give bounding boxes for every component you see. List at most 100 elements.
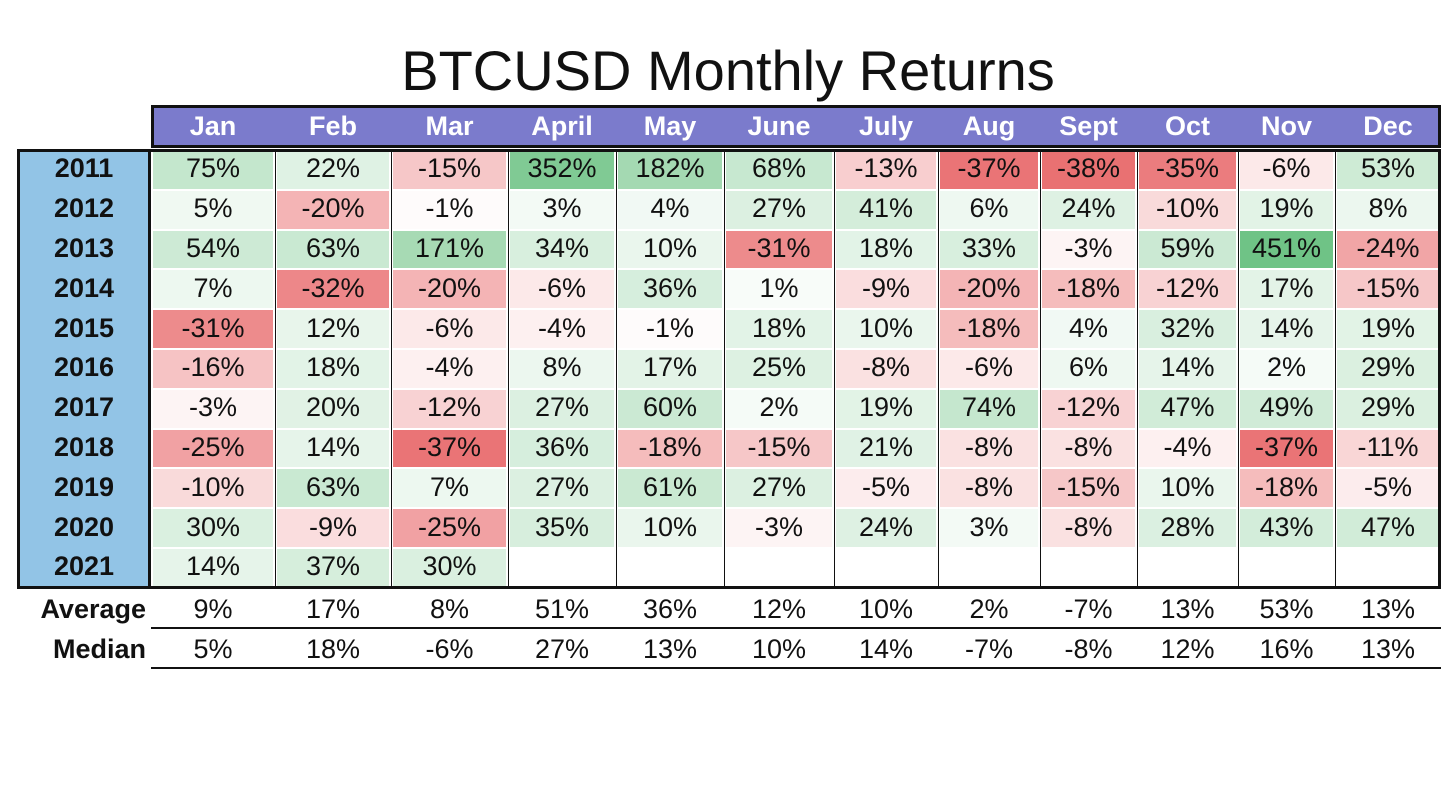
heatmap-cell <box>836 151 936 189</box>
cell-value: -37% <box>417 431 482 462</box>
cell-value: -31% <box>747 232 811 263</box>
cell-value: 30% <box>185 511 241 542</box>
heatmap-cell <box>1337 270 1439 309</box>
cell-value: 63% <box>305 471 361 502</box>
heatmap-cell <box>153 549 273 587</box>
cell-value: 25% <box>751 352 807 383</box>
cell-value: 5% <box>193 193 233 224</box>
summary-value: 13% <box>1360 593 1416 624</box>
heatmap-cell <box>1042 270 1135 309</box>
cell-value: -8% <box>1064 511 1113 542</box>
cell-value: 43% <box>1259 511 1314 542</box>
summary-value: 13% <box>1360 633 1416 664</box>
heatmap-cell <box>393 429 506 468</box>
heatmap-cell <box>393 230 506 269</box>
heatmap-cell <box>1240 469 1333 508</box>
heatmap-cell <box>1042 151 1135 189</box>
heatmap-cell <box>618 350 722 388</box>
heatmap-cell <box>393 549 506 587</box>
heatmap-cell <box>153 469 273 508</box>
heatmap-cell <box>1042 350 1135 388</box>
summary-value: 53% <box>1259 593 1314 624</box>
heatmap-cell <box>618 509 722 547</box>
cell-value: 27% <box>534 392 590 423</box>
heatmap-cell <box>1337 151 1439 189</box>
heatmap-cell <box>940 389 1038 428</box>
heatmap-cell <box>1240 389 1333 428</box>
cell-value: -15% <box>1356 272 1420 303</box>
cell-value: 10% <box>858 312 914 343</box>
heatmap-cell <box>277 549 389 587</box>
summary-value: 18% <box>305 633 361 664</box>
heatmap-cell <box>726 190 832 229</box>
heatmap-cell <box>153 389 273 428</box>
cell-value: -35% <box>1155 153 1220 184</box>
heatmap-cell <box>726 389 832 428</box>
heatmap-cell <box>618 270 722 309</box>
month-header-aug: Aug <box>962 111 1016 141</box>
month-header-nov: Nov <box>1260 111 1312 141</box>
cell-value: -4% <box>425 352 474 383</box>
column-divider <box>275 149 276 589</box>
heatmap-cell <box>1337 230 1439 269</box>
heatmap-cell <box>277 230 389 269</box>
heatmap-cell <box>1337 509 1439 547</box>
heatmap-cell <box>618 230 722 269</box>
heatmap-cell <box>277 350 389 388</box>
cell-value: 24% <box>858 511 914 542</box>
cell-value: -10% <box>1155 193 1220 224</box>
cell-value: 29% <box>1360 352 1416 383</box>
heatmap-cell <box>277 509 389 547</box>
cell-value: 30% <box>422 551 477 582</box>
cell-value: -3% <box>754 511 803 542</box>
heatmap-cell <box>277 190 389 229</box>
column-divider <box>938 149 939 589</box>
month-header-june: June <box>747 111 811 141</box>
summary-value: 17% <box>305 593 361 624</box>
heatmap-cell <box>153 190 273 229</box>
cell-value: 6% <box>1068 352 1109 383</box>
summary-value: -6% <box>425 633 474 664</box>
cell-value: -12% <box>417 392 482 423</box>
heatmap-cell <box>1337 429 1439 468</box>
heatmap-cell <box>618 190 722 229</box>
heatmap-cell <box>726 509 832 547</box>
heatmap-cell <box>1042 310 1135 348</box>
cell-value: 47% <box>1160 392 1215 423</box>
cell-value: 18% <box>858 232 914 263</box>
heatmap-cell <box>393 151 506 189</box>
heatmap-cell <box>1240 350 1333 388</box>
heatmap-cell <box>940 190 1038 229</box>
cell-value: 2% <box>1266 352 1307 383</box>
heatmap-cell <box>1139 151 1236 189</box>
heatmap-cell <box>153 151 273 189</box>
heatmap-cell <box>510 389 614 428</box>
heatmap-cell <box>726 270 832 309</box>
cell-value: 18% <box>751 312 807 343</box>
column-divider <box>1335 149 1336 589</box>
column-divider <box>834 149 835 589</box>
heatmap-cell <box>1337 190 1439 229</box>
summary-value: 9% <box>193 593 233 624</box>
cell-value: 14% <box>1160 352 1215 383</box>
cell-value: 7% <box>429 471 470 502</box>
cell-value: 34% <box>534 232 590 263</box>
cell-value: 61% <box>642 471 698 502</box>
cell-value: 19% <box>1360 312 1416 343</box>
cell-value: -13% <box>854 153 918 184</box>
heatmap-cell <box>1240 310 1333 348</box>
heatmap-cell <box>1240 190 1333 229</box>
heatmap-cell <box>153 310 273 348</box>
heatmap-cell <box>1139 469 1236 508</box>
cell-value: 33% <box>961 232 1017 263</box>
heatmap-cell <box>153 270 273 309</box>
cell-value: -12% <box>1056 392 1121 423</box>
column-divider <box>616 149 617 589</box>
heatmap-cell <box>940 350 1038 388</box>
year-label-2015: 2015 <box>53 312 115 343</box>
heatmap-cell <box>510 469 614 508</box>
heatmap-cell <box>940 310 1038 348</box>
cell-value: -8% <box>861 352 910 383</box>
heatmap-cell <box>153 230 273 269</box>
heatmap-cell <box>618 429 722 468</box>
